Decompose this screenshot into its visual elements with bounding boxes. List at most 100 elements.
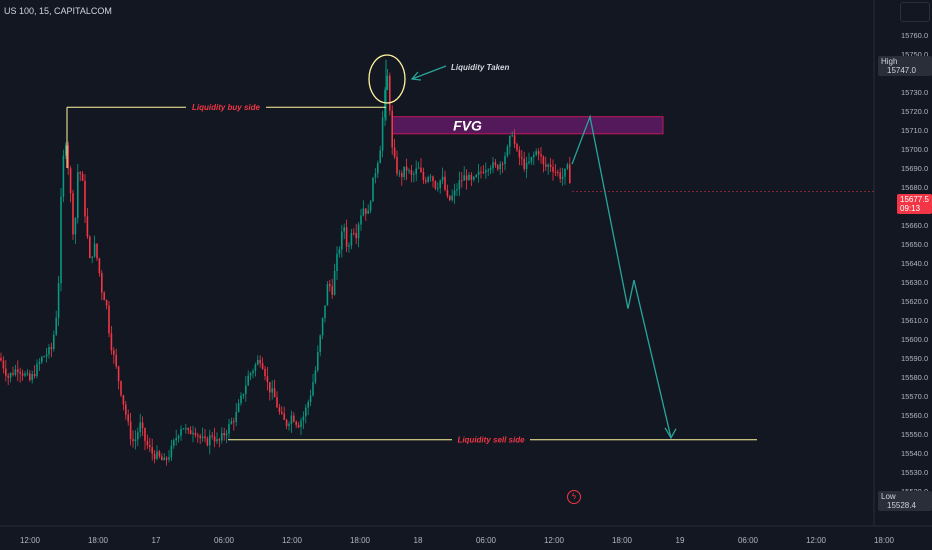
candle-body	[129, 421, 132, 440]
candle-body	[343, 227, 345, 232]
candle-body	[453, 190, 456, 196]
candle-body	[91, 256, 93, 258]
candle-body	[7, 375, 9, 378]
candle-body	[120, 381, 122, 396]
candle-body	[511, 135, 513, 137]
candle-body	[180, 429, 182, 436]
time-tick-label: 18:00	[612, 536, 633, 545]
candle-body	[199, 435, 201, 439]
candle-body	[487, 170, 489, 172]
price-tick-label: 15630.0	[901, 278, 928, 287]
candle-body	[528, 161, 530, 163]
candle-body	[96, 243, 98, 259]
candle-body	[444, 176, 446, 190]
candle-body	[5, 368, 7, 376]
candle-body	[518, 150, 521, 158]
price-tick-label: 15640.0	[901, 259, 928, 268]
sell-side-label: Liquidity sell side	[457, 436, 525, 445]
candle-body	[65, 145, 67, 156]
candle-body	[494, 162, 497, 166]
symbol-title: US 100, 15, CAPITALCOM	[4, 6, 112, 16]
candle-body	[321, 318, 324, 336]
candle-body	[21, 373, 24, 376]
candle-body	[360, 215, 362, 225]
candle-body	[93, 243, 96, 257]
candle-body	[434, 180, 437, 189]
candle-body	[245, 385, 247, 395]
candle-body	[480, 171, 482, 173]
candle-body	[247, 375, 249, 386]
candle-body	[415, 168, 417, 175]
candle-body	[559, 172, 561, 179]
candle-body	[477, 171, 480, 176]
last-price-value: 15677.5	[900, 195, 929, 204]
candle-body	[105, 300, 108, 306]
low-price-tag: Low 15528.4	[878, 491, 932, 511]
candle-body	[29, 373, 31, 381]
candle-body	[2, 360, 5, 369]
price-tick-label: 15610.0	[901, 316, 928, 325]
high-label: High	[881, 57, 898, 66]
candle-body	[506, 146, 509, 157]
candle-body	[408, 170, 410, 172]
candle-body	[115, 354, 117, 367]
lightning-icon[interactable]: ϟ	[567, 490, 581, 504]
candle-body	[132, 439, 134, 442]
buy-side-label-bg	[186, 102, 266, 113]
candle-body	[381, 117, 384, 151]
candle-body	[566, 164, 569, 169]
candle-body	[475, 175, 477, 177]
candle-body	[161, 456, 163, 461]
liquidity-taken-circle	[368, 54, 406, 104]
candle-body	[564, 168, 566, 177]
candle-body	[218, 439, 221, 441]
price-tick-label: 15560.0	[901, 411, 928, 420]
candle-body	[146, 440, 149, 446]
candle-body	[319, 335, 321, 353]
candle-body	[235, 411, 237, 422]
candle-body	[449, 195, 451, 201]
price-tick-label: 15680.0	[901, 183, 928, 192]
candle-body	[213, 436, 216, 442]
candle-body	[329, 284, 331, 287]
candle-body	[377, 163, 379, 174]
time-tick-label: 18	[414, 536, 423, 545]
time-tick-label: 12:00	[806, 536, 827, 545]
candle-body	[113, 350, 115, 355]
projection-arrowhead	[664, 427, 677, 440]
candle-body	[41, 356, 43, 362]
candle-body	[509, 135, 511, 147]
buy-side-label: Liquidity buy side	[192, 103, 261, 112]
projection-path	[571, 114, 672, 438]
candle-body	[345, 227, 348, 247]
candle-body	[77, 172, 79, 218]
candle-body	[187, 428, 189, 431]
candle-body	[156, 451, 158, 459]
time-tick-label: 17	[152, 536, 161, 545]
chart-settings-button[interactable]	[900, 2, 930, 22]
candle-body	[355, 233, 357, 239]
candle-body	[79, 172, 81, 174]
candle-body	[362, 208, 365, 216]
candle-body	[482, 172, 485, 174]
candle-body	[122, 395, 125, 405]
candle-body	[194, 432, 197, 435]
candle-body	[53, 334, 55, 350]
candle-body	[302, 416, 305, 421]
candle-body	[240, 395, 242, 404]
candle-body	[98, 258, 101, 274]
candle-body	[36, 363, 38, 377]
candle-body	[201, 436, 204, 439]
candle-body	[309, 395, 312, 403]
candle-body	[278, 407, 281, 412]
candle-body	[110, 333, 113, 351]
price-tick-label: 15550.0	[901, 430, 928, 439]
candle-body	[86, 216, 89, 237]
candle-body	[384, 90, 386, 118]
candle-body	[427, 177, 429, 182]
candle-body	[153, 453, 156, 459]
candle-body	[521, 157, 523, 159]
candle-body	[50, 347, 53, 350]
candle-body	[561, 176, 564, 179]
